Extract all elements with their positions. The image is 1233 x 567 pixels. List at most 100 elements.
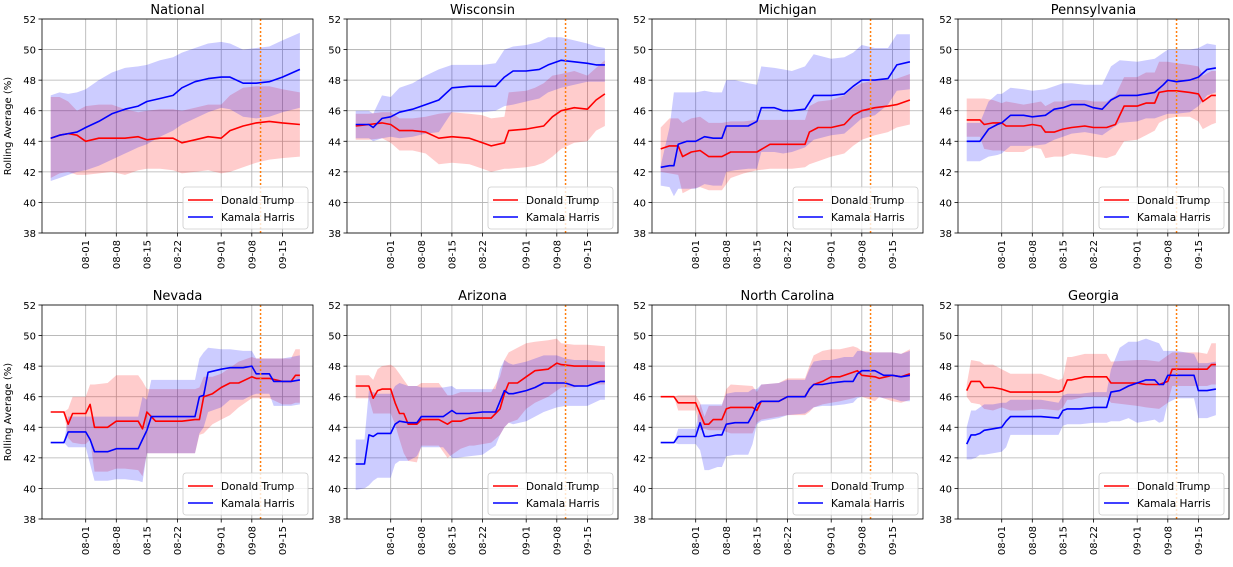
y-tick-label: 50	[23, 332, 36, 343]
legend-label: Donald Trump	[1137, 195, 1211, 207]
y-tick-label: 38	[328, 229, 341, 240]
x-tick-label: 08-01	[386, 526, 397, 555]
y-tick-label: 52	[23, 301, 36, 312]
subplot-north-carolina: North Carolina 38 40 42 44 46 48 50 52 08-01 08-08…	[633, 289, 924, 555]
confidence-band-harris	[355, 37, 605, 142]
legend-label: Kamala Harris	[526, 212, 600, 224]
legend-box	[487, 472, 614, 516]
y-tick-label: 40	[939, 484, 952, 495]
confidence-band-harris	[966, 338, 1216, 460]
y-tick-label: 42	[328, 168, 341, 179]
subplot-title: Nevada	[153, 289, 203, 304]
y-tick-label: 48	[328, 362, 341, 373]
x-tick-label: 08-01	[997, 526, 1008, 555]
legend: Donald Trump Kamala Harris	[182, 186, 309, 230]
x-tick-label: 08-15	[752, 526, 763, 555]
confidence-band-trump	[660, 346, 910, 434]
y-tick-label: 38	[633, 515, 646, 526]
y-tick-label: 52	[633, 301, 646, 312]
x-tick-label: 09-08	[1163, 240, 1174, 269]
y-tick-label: 40	[23, 484, 36, 495]
x-tick-label: 09-15	[278, 526, 289, 555]
y-tick-label: 46	[328, 393, 341, 404]
confidence-band-harris	[966, 43, 1216, 162]
y-tick-label: 40	[633, 484, 646, 495]
legend-box	[182, 186, 309, 230]
x-tick-label: 09-08	[857, 526, 868, 555]
series-line-harris	[660, 61, 911, 169]
x-tick-label: 09-01	[522, 240, 533, 269]
confidence-band-harris	[50, 32, 300, 181]
legend: Donald Trump Kamala Harris	[1098, 186, 1225, 230]
y-tick-label: 52	[939, 301, 952, 312]
y-tick-label: 48	[23, 362, 36, 373]
legend-box	[487, 186, 614, 230]
subplot-title: Arizona	[458, 289, 507, 304]
x-tick-label: 08-01	[997, 240, 1008, 269]
series-line-trump	[50, 374, 300, 430]
subplot-title: Georgia	[1068, 289, 1119, 304]
y-tick-label: 52	[328, 301, 341, 312]
x-tick-label: 08-22	[1089, 526, 1100, 555]
y-tick-label: 52	[633, 15, 646, 26]
legend-box	[182, 472, 309, 516]
y-tick-label: 52	[939, 15, 952, 26]
subplot-title: North Carolina	[741, 289, 835, 304]
y-tick-label: 50	[633, 332, 646, 343]
y-tick-label: 44	[23, 137, 36, 148]
y-tick-label: 42	[939, 168, 952, 179]
legend-box	[1098, 472, 1225, 516]
x-tick-label: 09-15	[888, 240, 899, 269]
x-tick-label: 08-01	[81, 240, 92, 269]
y-tick-label: 48	[328, 76, 341, 87]
legend: Donald Trump Kamala Harris	[1098, 472, 1225, 516]
x-tick-label: 09-01	[1133, 240, 1144, 269]
legend-label: Kamala Harris	[831, 212, 905, 224]
legend-label: Donald Trump	[221, 481, 295, 493]
x-tick-label: 08-08	[722, 526, 733, 555]
y-tick-label: 44	[328, 423, 341, 434]
confidence-band-trump	[50, 86, 300, 178]
series-line-harris	[966, 67, 1217, 143]
y-tick-label: 50	[939, 46, 952, 57]
x-tick-label: 09-01	[827, 526, 838, 555]
x-tick-label: 09-15	[278, 240, 289, 269]
y-tick-label: 48	[23, 76, 36, 87]
series-line-harris	[660, 369, 911, 444]
x-tick-label: 09-01	[217, 240, 228, 269]
y-tick-label: 38	[23, 515, 36, 526]
x-tick-label: 09-15	[583, 240, 594, 269]
y-tick-label: 48	[633, 76, 646, 87]
x-tick-label: 08-08	[1028, 240, 1039, 269]
y-tick-label: 50	[633, 46, 646, 57]
legend-box	[792, 472, 919, 516]
subplot-title: Pennsylvania	[1051, 3, 1136, 18]
y-tick-label: 42	[633, 454, 646, 465]
legend-label: Donald Trump	[831, 195, 905, 207]
x-tick-label: 08-15	[142, 240, 153, 269]
legend-label: Kamala Harris	[221, 498, 295, 510]
y-tick-label: 44	[633, 423, 646, 434]
x-tick-label: 09-01	[217, 526, 228, 555]
x-tick-label: 08-08	[417, 240, 428, 269]
y-tick-label: 50	[939, 332, 952, 343]
series-line-trump	[355, 362, 605, 426]
x-tick-label: 08-22	[478, 240, 489, 269]
legend-label: Donald Trump	[526, 195, 600, 207]
x-tick-label: 09-08	[552, 240, 563, 269]
y-tick-label: 52	[23, 15, 36, 26]
x-tick-label: 09-15	[583, 526, 594, 555]
y-tick-label: 38	[328, 515, 341, 526]
y-tick-label: 42	[23, 454, 36, 465]
y-tick-label: 46	[939, 393, 952, 404]
y-tick-label: 46	[939, 107, 952, 118]
x-tick-label: 08-08	[722, 240, 733, 269]
legend: Donald Trump Kamala Harris	[182, 472, 309, 516]
x-tick-label: 08-08	[112, 526, 123, 555]
x-tick-label: 08-15	[142, 526, 153, 555]
x-tick-label: 08-01	[691, 240, 702, 269]
x-tick-label: 09-15	[1194, 526, 1205, 555]
x-tick-label: 09-08	[1163, 526, 1174, 555]
y-tick-label: 38	[633, 229, 646, 240]
